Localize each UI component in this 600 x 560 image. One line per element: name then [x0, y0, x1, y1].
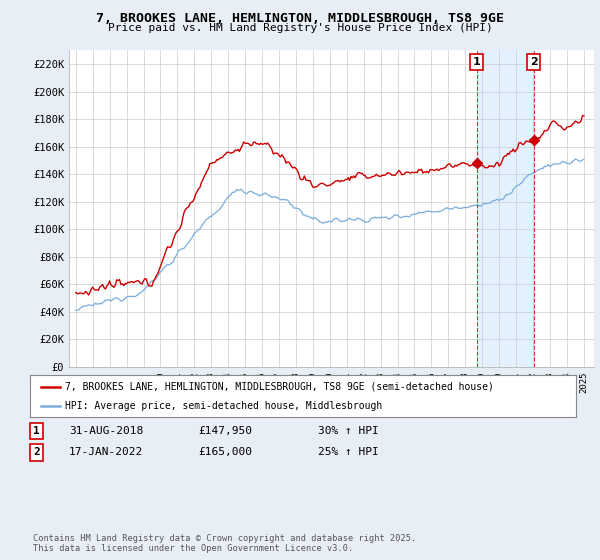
Text: 1: 1: [473, 57, 481, 67]
Text: 7, BROOKES LANE, HEMLINGTON, MIDDLESBROUGH, TS8 9GE: 7, BROOKES LANE, HEMLINGTON, MIDDLESBROU…: [96, 12, 504, 25]
Text: £147,950: £147,950: [198, 426, 252, 436]
Text: HPI: Average price, semi-detached house, Middlesbrough: HPI: Average price, semi-detached house,…: [65, 401, 383, 411]
Text: 31-AUG-2018: 31-AUG-2018: [69, 426, 143, 436]
Text: 30% ↑ HPI: 30% ↑ HPI: [318, 426, 379, 436]
Text: Price paid vs. HM Land Registry's House Price Index (HPI): Price paid vs. HM Land Registry's House …: [107, 23, 493, 33]
Text: £165,000: £165,000: [198, 447, 252, 458]
Text: 2: 2: [530, 57, 538, 67]
Text: Contains HM Land Registry data © Crown copyright and database right 2025.
This d: Contains HM Land Registry data © Crown c…: [33, 534, 416, 553]
Text: 2: 2: [33, 447, 40, 458]
Text: 7, BROOKES LANE, HEMLINGTON, MIDDLESBROUGH, TS8 9GE (semi-detached house): 7, BROOKES LANE, HEMLINGTON, MIDDLESBROU…: [65, 381, 494, 391]
Text: 17-JAN-2022: 17-JAN-2022: [69, 447, 143, 458]
Bar: [476, 50, 534, 367]
Text: 1: 1: [33, 426, 40, 436]
Text: 25% ↑ HPI: 25% ↑ HPI: [318, 447, 379, 458]
